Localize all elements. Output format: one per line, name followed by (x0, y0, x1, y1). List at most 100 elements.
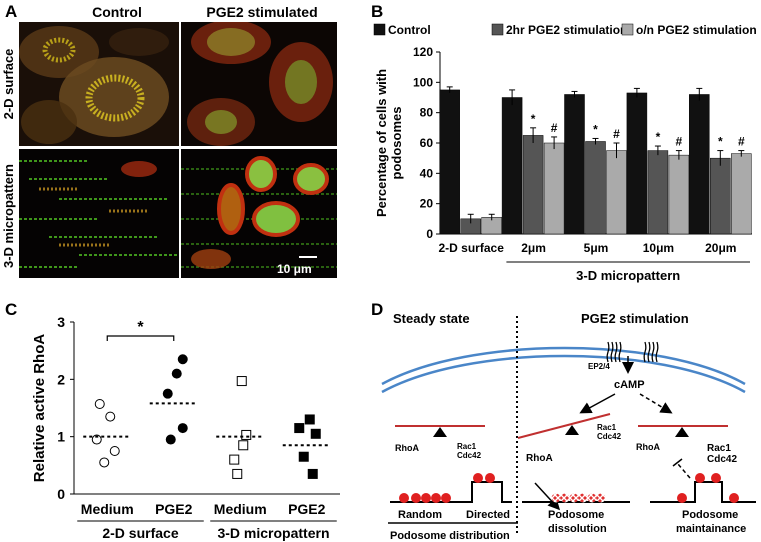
y-tick-label: 120 (413, 45, 433, 59)
y-axis-label: Relative active RhoA (31, 334, 48, 483)
data-point (95, 399, 104, 408)
chart-c: 0 1 2 3 Relative active RhoA Medium PGE2 Medium… (0, 306, 345, 542)
y-tick-label: 3 (57, 314, 65, 330)
micrograph-control-2d (19, 22, 179, 146)
distribution-label: Podosome distribution (390, 530, 510, 542)
y-tick-label: 0 (426, 227, 433, 241)
cell-membrane (382, 348, 745, 384)
significance-marker: * (656, 130, 661, 144)
surface-maintenance (650, 482, 756, 502)
bar (544, 143, 564, 234)
legend-swatch (492, 24, 503, 35)
dissolution-label-2: dissolution (548, 523, 607, 535)
dissolution-label-1: Podosome (548, 509, 604, 521)
legend-swatch (622, 24, 633, 35)
rac1-label-steady: Rac1 (457, 442, 477, 451)
bar (565, 94, 585, 234)
group-label: 2-D surface (102, 525, 178, 541)
data-point (172, 369, 181, 378)
micrograph-control-3d (19, 149, 179, 278)
cdc42-label-tilted: Cdc42 (597, 432, 622, 441)
data-point (110, 447, 119, 456)
x-tick-label: 5μm (584, 241, 609, 255)
data-point (237, 377, 246, 386)
significance-marker: # (613, 127, 620, 141)
significance-marker: # (738, 135, 745, 149)
bar (523, 135, 543, 234)
row-label-3d: 3-D micropattern (1, 146, 19, 286)
y-tick-label: 100 (413, 75, 433, 89)
data-point (178, 424, 187, 433)
row-label-2d: 2-D surface (1, 34, 19, 134)
bar (689, 94, 709, 234)
x-tick-label: Medium (214, 501, 267, 517)
data-point (230, 455, 239, 464)
group-label: 3-D micropattern (217, 525, 329, 541)
rhoa-label-balanced: RhoA (636, 442, 660, 452)
cdc42-label-balanced: Cdc42 (707, 454, 737, 465)
scale-bar-label: 10 μm (277, 262, 312, 276)
data-point (100, 458, 109, 467)
y-tick-label: 0 (57, 486, 65, 502)
data-point (166, 435, 175, 444)
podosomes-random (399, 473, 495, 503)
legend-label: 2hr PGE2 stimulation (506, 23, 627, 37)
x-tick-label: 2μm (521, 241, 546, 255)
bar (627, 93, 647, 234)
y-axis-label-line2: podosomes (389, 107, 404, 180)
col-label-control: Control (62, 4, 172, 20)
data-point (163, 389, 172, 398)
group-label: 3-D micropattern (576, 268, 680, 283)
data-point (311, 429, 320, 438)
y-axis-label-line1: Percentage of cells with (374, 69, 389, 217)
data-point (242, 430, 251, 439)
significance-marker: * (531, 112, 536, 126)
rac1-label-balanced: Rac1 (707, 443, 731, 454)
y-tick-label: 20 (420, 197, 434, 211)
legend-swatch (374, 24, 385, 35)
y-tick-label: 1 (57, 429, 65, 445)
legend-label: o/n PGE2 stimulation (636, 23, 757, 37)
data-point (295, 424, 304, 433)
rhoa-label-tilted: RhoA (526, 453, 553, 464)
arrow-to-balanced (640, 394, 670, 412)
data-point (233, 469, 242, 478)
significance-bracket (107, 336, 174, 341)
data-point (305, 415, 314, 424)
pge2-stimulation-label: PGE2 stimulation (581, 311, 689, 326)
x-tick-label: 10μm (643, 241, 674, 255)
diagram-d: Steady state PGE2 stimulation EP2/4 cAMP… (360, 306, 761, 542)
col-label-pge2: PGE2 stimulated (192, 4, 332, 20)
significance-marker: # (676, 135, 683, 149)
receptor-label: EP2/4 (588, 362, 610, 371)
significance-marker: * (137, 319, 144, 336)
podosomes-maintained (677, 473, 739, 503)
significance-marker: * (593, 122, 598, 136)
x-tick-label: PGE2 (288, 501, 326, 517)
bar (731, 154, 751, 234)
bar (502, 98, 522, 235)
x-tick-label: PGE2 (155, 501, 193, 517)
y-tick-label: 80 (420, 106, 434, 120)
data-point (299, 452, 308, 461)
rhoa-label-steady: RhoA (395, 443, 419, 453)
legend-label: Control (388, 23, 431, 37)
rac1-label-tilted: Rac1 (597, 423, 617, 432)
camp-label: cAMP (614, 379, 645, 391)
bar (710, 158, 730, 234)
chart-b: 0 20 40 60 80 100 120 Percentage of cells with p… (360, 14, 760, 299)
maintain-label-2: maintainance (676, 523, 746, 535)
data-point (106, 412, 115, 421)
maintain-label-1: Podosome (682, 509, 738, 521)
significance-marker: * (718, 135, 723, 149)
y-tick-label: 60 (420, 136, 434, 150)
bar (669, 155, 689, 234)
cdc42-label-steady: Cdc42 (457, 451, 482, 460)
x-tick-label: Medium (81, 501, 134, 517)
arrow-to-tilted (582, 394, 615, 412)
directed-label: Directed (466, 509, 510, 521)
bar (607, 151, 627, 234)
data-point (239, 441, 248, 450)
significance-marker: # (551, 121, 558, 135)
bar (648, 151, 668, 234)
